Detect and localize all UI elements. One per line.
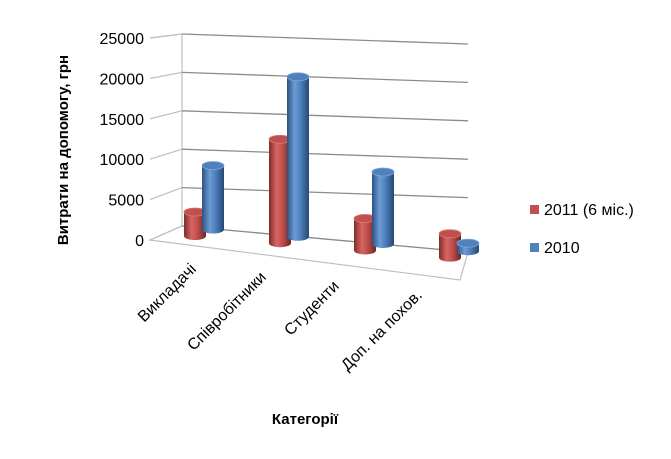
gridlines xyxy=(149,33,469,253)
bar xyxy=(183,207,207,240)
bar-body xyxy=(439,233,461,258)
legend: 2011 (6 міс.) 2010 xyxy=(530,202,634,257)
x-tick-label: Співробітники xyxy=(184,269,269,354)
bar xyxy=(286,72,310,241)
bar-body xyxy=(287,76,309,237)
gridline-side xyxy=(149,110,183,120)
bar xyxy=(201,161,225,234)
legend-label: 2011 (6 міс.) xyxy=(544,202,634,219)
bar-bottom xyxy=(269,239,291,248)
bar-body xyxy=(202,165,224,230)
bars xyxy=(183,72,480,262)
gridline-side xyxy=(149,33,183,39)
left-wall xyxy=(149,33,183,241)
x-axis-title: Категорії xyxy=(272,411,339,428)
x-tick-label: Доп. на похов. xyxy=(338,287,425,374)
y-tick-label: 25000 xyxy=(100,31,145,48)
legend-swatch xyxy=(530,205,539,214)
bar-top xyxy=(438,229,462,239)
y-tick-label: 10000 xyxy=(100,152,145,169)
y-tick-label: 0 xyxy=(135,233,144,250)
x-tick-label: Студенти xyxy=(281,278,342,339)
bar-top xyxy=(286,72,310,82)
gridline xyxy=(181,148,469,160)
legend-swatch xyxy=(530,243,539,252)
y-tick-label: 15000 xyxy=(100,112,145,129)
y-tick-label: 20000 xyxy=(100,71,145,88)
bar-bottom xyxy=(287,232,309,241)
legend-label: 2010 xyxy=(544,240,580,257)
bar xyxy=(353,214,377,255)
bar-bottom xyxy=(439,253,461,262)
bar-top xyxy=(371,167,395,177)
bar-bottom xyxy=(354,246,376,255)
bar-body xyxy=(354,218,376,251)
y-axis-ticks: 0 5000 10000 15000 20000 25000 xyxy=(100,31,145,250)
x-tick-label: Викладачі xyxy=(135,261,200,326)
gridline xyxy=(181,186,469,199)
bar-body xyxy=(184,212,206,236)
gridline xyxy=(181,110,469,122)
bar xyxy=(371,167,395,248)
bar-top xyxy=(201,161,225,170)
gridline xyxy=(181,71,469,84)
gridline xyxy=(181,33,469,45)
gridline-side xyxy=(149,225,183,241)
y-tick-label: 5000 xyxy=(108,193,144,210)
bar-bottom xyxy=(457,247,479,256)
bar-body xyxy=(372,171,394,244)
bar-top xyxy=(456,238,480,248)
gridline-side xyxy=(149,148,183,160)
bar xyxy=(438,229,462,262)
y-axis-title: Витрати на допомогу, грн xyxy=(55,55,72,245)
bar xyxy=(456,238,480,256)
bar-bottom xyxy=(184,232,206,240)
gridline xyxy=(181,225,469,253)
bar-bottom xyxy=(372,239,394,248)
bar xyxy=(268,134,292,248)
bar-bottom xyxy=(202,225,224,234)
gridline-side xyxy=(149,71,183,79)
gridline-side xyxy=(149,187,183,201)
bar-body xyxy=(269,139,291,244)
